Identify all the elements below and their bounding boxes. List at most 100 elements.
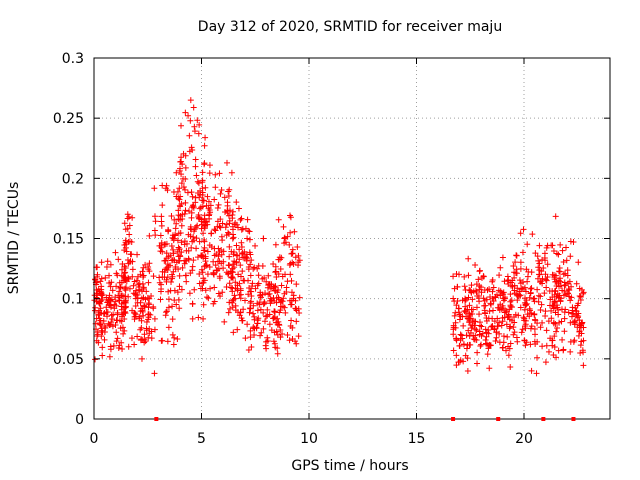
data-point (157, 232, 164, 239)
data-point (274, 289, 281, 296)
data-point (98, 333, 105, 340)
data-point (462, 307, 469, 314)
data-point (229, 299, 236, 306)
data-point (190, 228, 197, 235)
grid-lines (94, 58, 610, 419)
data-point (542, 308, 549, 315)
data-point (466, 310, 473, 317)
data-point (517, 230, 524, 237)
data-point (463, 345, 470, 352)
data-point (159, 182, 166, 189)
data-point (456, 316, 463, 323)
data-point (132, 313, 139, 320)
data-point (131, 341, 138, 348)
data-point (245, 347, 252, 354)
y-tick-label: 0.15 (53, 232, 84, 248)
data-point (465, 272, 472, 279)
data-point (114, 335, 121, 342)
data-point (173, 169, 180, 176)
data-point (161, 274, 168, 281)
data-point (124, 257, 131, 264)
data-point (513, 252, 520, 259)
data-point (507, 340, 514, 347)
data-point (553, 354, 560, 361)
data-point (460, 341, 467, 348)
data-point (237, 216, 244, 223)
data-point (124, 215, 131, 222)
data-point (127, 251, 134, 258)
data-point (266, 290, 273, 297)
data-point (260, 325, 267, 332)
data-point (522, 295, 529, 302)
data-point (457, 331, 464, 338)
data-point (286, 241, 293, 248)
data-point (543, 277, 550, 284)
data-point (215, 290, 222, 297)
data-point (552, 213, 559, 220)
data-point (242, 225, 249, 232)
data-point (247, 334, 254, 341)
data-point (255, 315, 262, 322)
data-point (238, 243, 245, 250)
data-point (91, 292, 98, 299)
data-point (282, 239, 289, 246)
data-point (232, 279, 239, 286)
data-point (461, 273, 468, 280)
data-point (257, 291, 264, 298)
data-point (553, 283, 560, 290)
data-point (212, 262, 219, 269)
data-point (212, 184, 219, 191)
data-point (483, 318, 490, 325)
data-point (205, 295, 212, 302)
data-point (188, 209, 195, 216)
data-point (286, 297, 293, 304)
data-point (169, 316, 176, 323)
data-point (277, 299, 284, 306)
data-point (225, 309, 232, 316)
data-point (231, 292, 238, 299)
data-point (266, 321, 273, 328)
data-point (478, 284, 485, 291)
data-point (168, 257, 175, 264)
data-point (237, 262, 244, 269)
data-point (95, 339, 102, 346)
data-point (139, 280, 146, 287)
data-point (246, 309, 253, 316)
data-point (182, 152, 189, 159)
data-point (465, 255, 472, 262)
data-point (168, 278, 175, 285)
data-point (537, 279, 544, 286)
data-point (464, 355, 471, 362)
data-point (520, 314, 527, 321)
y-tick-label: 0.1 (62, 292, 84, 308)
data-point (450, 295, 457, 302)
data-point (229, 265, 236, 272)
data-point (140, 294, 147, 301)
data-point (550, 271, 557, 278)
data-point (116, 288, 123, 295)
data-point (94, 271, 101, 278)
data-point (251, 264, 258, 271)
data-point (497, 264, 504, 271)
data-point (151, 326, 158, 333)
data-point (231, 258, 238, 265)
data-point (551, 333, 558, 340)
data-point (198, 266, 205, 273)
data-point (280, 223, 287, 230)
data-point (190, 203, 197, 210)
data-point (198, 216, 205, 223)
data-point (106, 272, 113, 279)
data-point (473, 327, 480, 334)
data-point (517, 304, 524, 311)
data-point (101, 336, 108, 343)
data-point (196, 121, 203, 128)
data-point (138, 288, 145, 295)
data-point (499, 254, 506, 261)
data-point (472, 261, 479, 268)
data-point (295, 333, 302, 340)
data-point (229, 274, 236, 281)
data-point (543, 342, 550, 349)
data-point (288, 289, 295, 296)
data-point (519, 249, 526, 256)
data-point (176, 305, 183, 312)
